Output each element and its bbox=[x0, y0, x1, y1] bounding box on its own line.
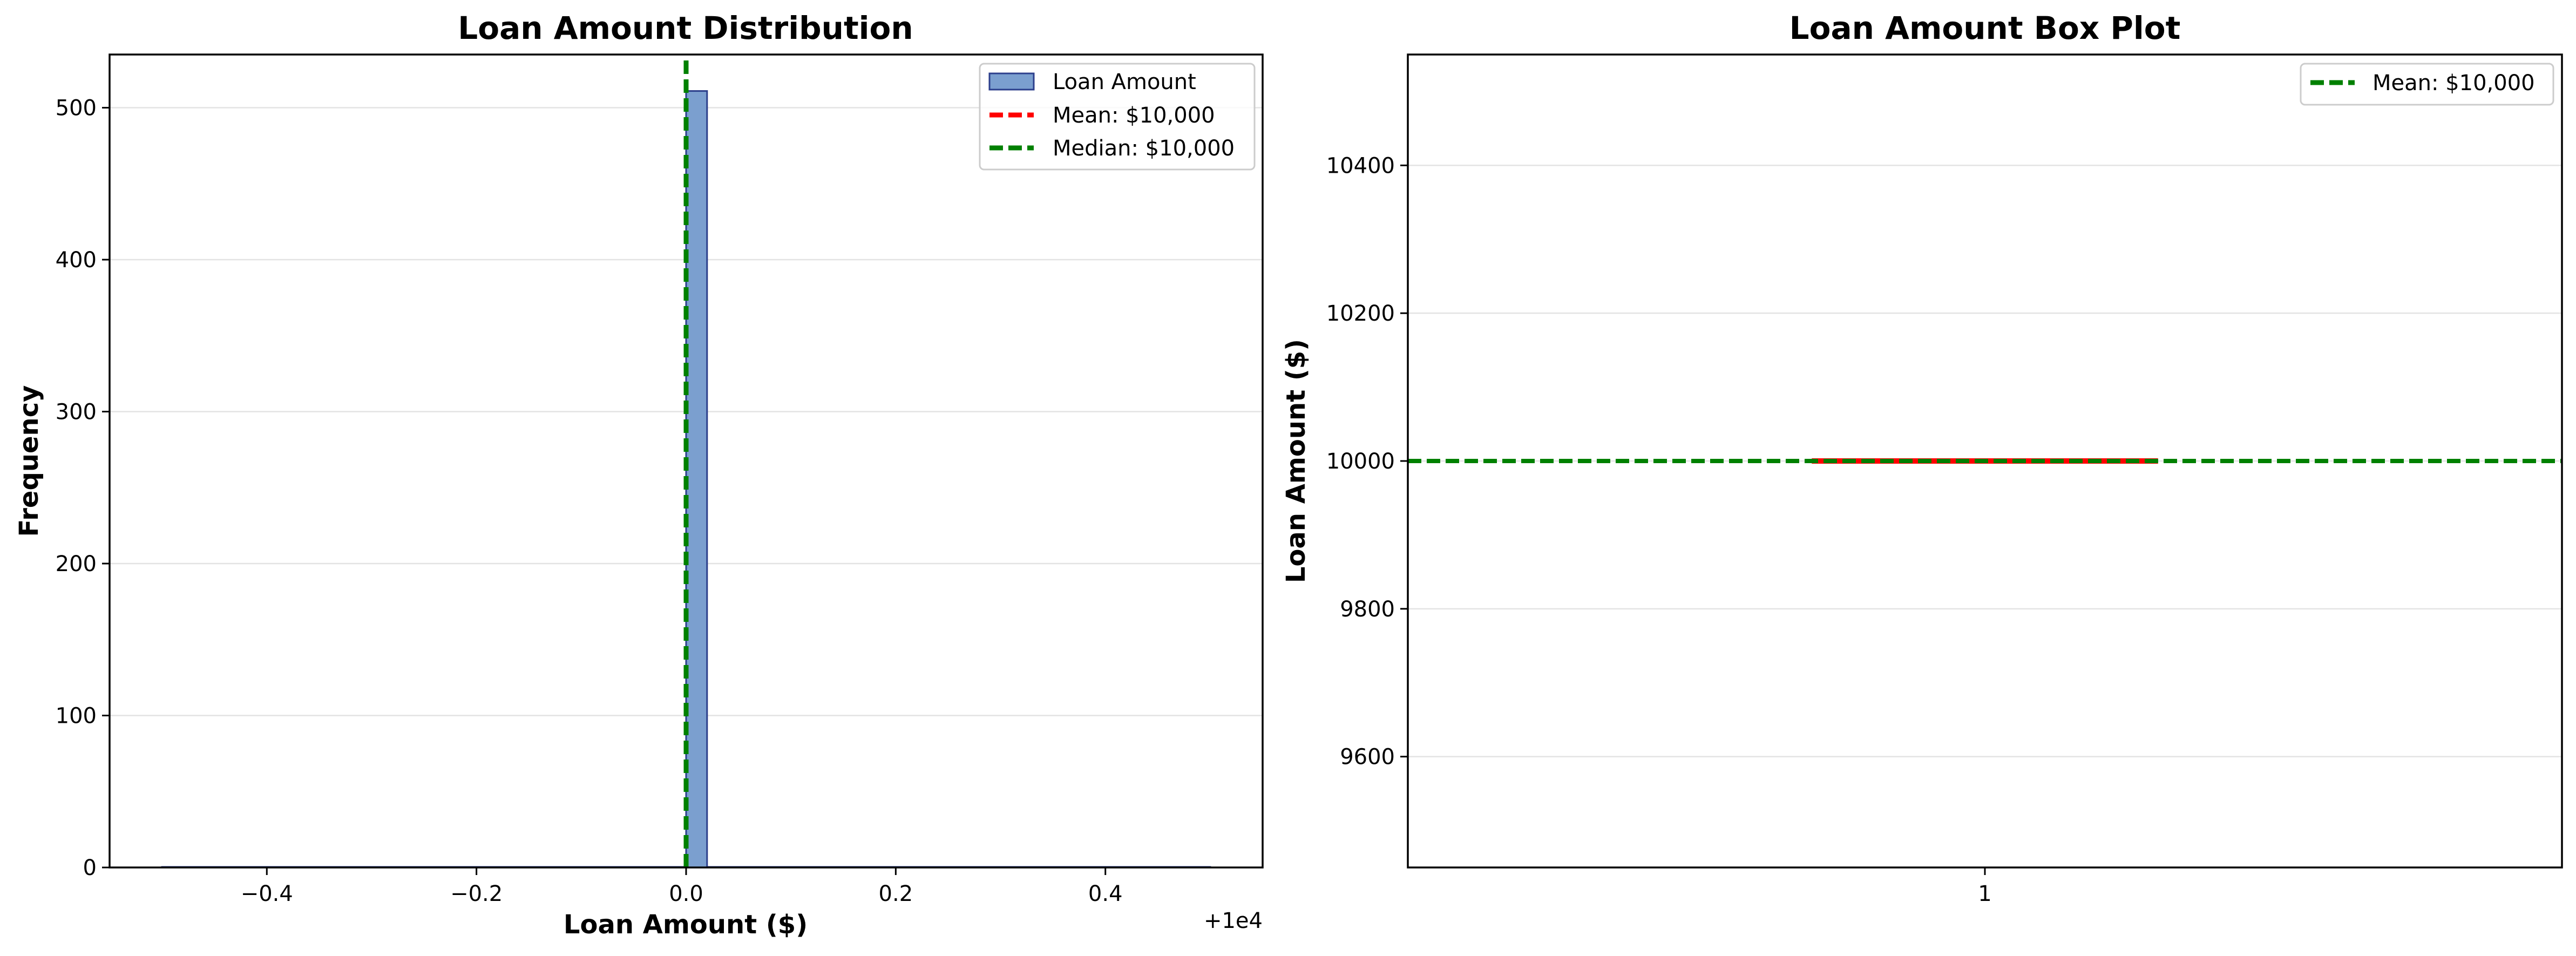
histogram-title: Loan Amount Distribution bbox=[458, 10, 913, 46]
y-tick-label: 9800 bbox=[1340, 597, 1395, 622]
y-tick-label: 0 bbox=[83, 856, 97, 880]
legend-frame bbox=[2300, 63, 2554, 106]
y-tick-label: 200 bbox=[56, 552, 97, 577]
y-tick-label: 100 bbox=[56, 704, 97, 729]
histogram-legend: Loan Amount Mean: $10,000 Median: $10,00… bbox=[979, 63, 1256, 171]
legend-label-mean: Mean: $10,000 bbox=[2372, 71, 2535, 96]
boxplot-x-ticks: 1 bbox=[1978, 867, 1992, 906]
boxplot-y-axis-label: Loan Amount ($) bbox=[1281, 339, 1311, 583]
y-tick-label: 500 bbox=[56, 96, 97, 121]
boxplot-legend: Mean: $10,000 bbox=[2300, 63, 2554, 106]
y-tick-label: 10000 bbox=[1326, 449, 1395, 474]
histogram-x-axis-label: Loan Amount ($) bbox=[564, 910, 808, 940]
legend-label-mean: Mean: $10,000 bbox=[1053, 103, 1215, 128]
histogram-x-ticks: −0.4 −0.2 0.0 0.2 0.4 bbox=[241, 867, 1123, 906]
x-tick-label: 0.4 bbox=[1088, 882, 1123, 906]
y-tick-label: 9600 bbox=[1340, 745, 1395, 770]
x-tick-label: 0.0 bbox=[669, 882, 703, 906]
y-tick-label: 400 bbox=[56, 248, 97, 273]
boxplot-y-ticks: 9600 9800 10000 10200 10400 bbox=[1326, 153, 1408, 770]
boxplot-panel: Loan Amount Box Plot 1 9600 9800 10000 1020… bbox=[1281, 10, 2563, 906]
legend-frame bbox=[979, 63, 1256, 171]
x-tick-label: −0.2 bbox=[450, 882, 503, 906]
histogram-y-ticks: 0 100 200 300 400 500 bbox=[56, 96, 110, 880]
histogram-x-offset-label: +1e4 bbox=[1204, 908, 1263, 933]
x-tick-label: −0.4 bbox=[241, 882, 293, 906]
y-tick-label: 300 bbox=[56, 400, 97, 425]
legend-patch-loan-amount bbox=[988, 72, 1035, 91]
y-tick-label: 10200 bbox=[1326, 301, 1395, 326]
legend-label-median: Median: $10,000 bbox=[1053, 136, 1235, 161]
histogram-bar bbox=[685, 90, 708, 869]
histogram-y-axis-label: Frequency bbox=[14, 385, 44, 537]
histogram-panel: Loan Amount Distribution −0.4 −0.2 0.0 0.2 0… bbox=[14, 10, 1264, 940]
legend-label-loan-amount: Loan Amount bbox=[1053, 70, 1196, 94]
boxplot-title: Loan Amount Box Plot bbox=[1789, 10, 2181, 46]
x-tick-label: 0.2 bbox=[879, 882, 913, 906]
x-tick-label: 1 bbox=[1978, 882, 1991, 906]
y-tick-label: 10400 bbox=[1326, 153, 1395, 178]
